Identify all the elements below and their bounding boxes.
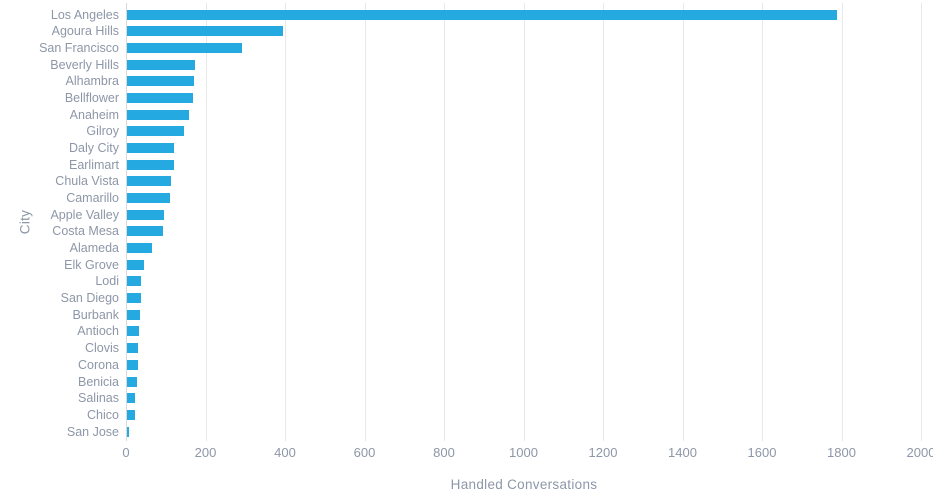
bar-los-angeles[interactable]	[127, 9, 837, 20]
gridline	[682, 3, 684, 441]
city-label: San Diego	[60, 291, 119, 306]
x-tick-label: 1800	[827, 445, 856, 460]
x-tick-label: 0	[122, 445, 130, 460]
x-tick-label: 600	[353, 445, 376, 460]
city-label: Antioch	[77, 324, 119, 339]
x-tick-label: 200	[194, 445, 217, 460]
x-tick-label: 1400	[668, 445, 697, 460]
y-axis-line	[126, 3, 127, 441]
bar-alhambra[interactable]	[127, 76, 194, 87]
city-label: Apple Valley	[50, 207, 119, 222]
city-label: Salinas	[78, 391, 119, 406]
x-tick-label: 2000	[906, 445, 933, 460]
x-tick-label: 800	[433, 445, 455, 460]
bar-beverly-hills[interactable]	[127, 59, 195, 70]
bar-salinas[interactable]	[127, 393, 136, 404]
city-label: Alhambra	[65, 74, 120, 89]
city-label: Earlimart	[68, 157, 119, 172]
bar-bellflower[interactable]	[127, 92, 194, 103]
city-label: Bellflower	[64, 90, 119, 105]
city-label: Corona	[78, 357, 119, 372]
bar-chula-vista[interactable]	[127, 176, 172, 187]
gridline	[921, 3, 922, 441]
x-tick-label: 1600	[747, 445, 777, 460]
gridline	[205, 3, 207, 441]
city-label: Chico	[87, 407, 119, 422]
bar-corona[interactable]	[127, 359, 138, 370]
city-label: Agoura Hills	[51, 24, 119, 39]
gridline	[603, 3, 604, 441]
x-tick-label: 1200	[588, 445, 618, 460]
city-label: San Francisco	[39, 40, 119, 55]
city-label: Chula Vista	[55, 174, 119, 189]
city-label: Burbank	[72, 307, 119, 322]
bar-apple-valley[interactable]	[127, 209, 165, 220]
bar-alameda[interactable]	[127, 243, 153, 253]
bar-gilroy[interactable]	[127, 126, 184, 137]
gridline	[364, 3, 366, 441]
city-label: Elk Grove	[64, 257, 119, 272]
bar-san-jose[interactable]	[127, 426, 130, 437]
city-label: San Jose	[66, 424, 119, 439]
gridline	[841, 3, 843, 441]
bar-benicia[interactable]	[127, 376, 137, 387]
plot-area	[126, 3, 922, 441]
city-label: Lodi	[95, 274, 119, 289]
bar-antioch[interactable]	[127, 326, 139, 337]
bar-chico[interactable]	[127, 409, 136, 420]
x-tick-label: 400	[274, 445, 296, 460]
bar-earlimart[interactable]	[127, 159, 174, 170]
bar-anaheim[interactable]	[127, 109, 189, 120]
bar-agoura-hills[interactable]	[127, 26, 284, 37]
bar-costa-mesa[interactable]	[127, 226, 164, 237]
bar-camarillo[interactable]	[127, 193, 171, 203]
city-label: Daly City	[68, 140, 119, 155]
city-label: Benicia	[78, 374, 119, 389]
city-label: Gilroy	[86, 124, 119, 139]
x-axis-title: Handled Conversations	[450, 477, 598, 492]
city-label: Alameda	[69, 241, 119, 255]
bar-elk-grove[interactable]	[127, 259, 145, 270]
bar-san-francisco[interactable]	[127, 42, 242, 53]
bar-san-diego[interactable]	[127, 293, 141, 304]
gridline	[523, 3, 525, 441]
gridline	[444, 3, 445, 441]
x-tick-label: 1000	[509, 445, 538, 460]
city-label: Costa Mesa	[52, 224, 119, 239]
bar-lodi[interactable]	[127, 276, 142, 287]
gridline	[285, 3, 286, 441]
bar-clovis[interactable]	[127, 343, 139, 354]
city-label: Los Angeles	[50, 7, 119, 22]
city-label: Clovis	[84, 341, 119, 356]
city-label: Beverly Hills	[50, 57, 119, 72]
gridline	[762, 3, 763, 441]
bar-burbank[interactable]	[127, 309, 140, 320]
city-label: Camarillo	[66, 191, 119, 205]
bar-daly-city[interactable]	[127, 142, 174, 153]
city-label: Anaheim	[69, 107, 119, 122]
